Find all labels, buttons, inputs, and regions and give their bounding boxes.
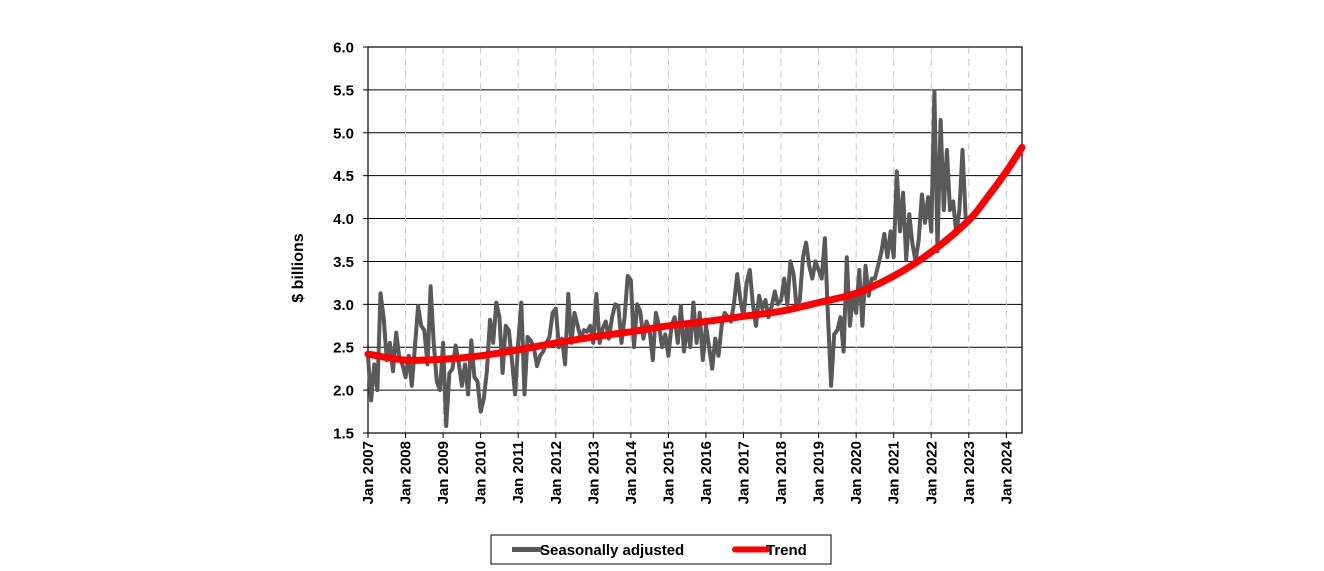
y-tick-label: 2.0 — [333, 383, 354, 400]
x-tick-label: Jan 2011 — [510, 441, 527, 504]
x-tick-label: Jan 2017 — [736, 441, 753, 504]
y-tick-label: 1.5 — [333, 426, 354, 443]
x-tick-label: Jan 2021 — [886, 441, 903, 504]
x-tick-label: Jan 2023 — [961, 441, 978, 504]
x-tick-label: Jan 2016 — [698, 441, 715, 504]
y-tick-label: 5.5 — [333, 82, 354, 99]
y-tick-label: 6.0 — [333, 40, 354, 57]
y-axis-title: $ billions — [290, 233, 307, 302]
x-tick-label: Jan 2007 — [360, 441, 377, 504]
legend: Seasonally adjusted Trend — [490, 534, 832, 565]
x-tick-label: Jan 2008 — [398, 441, 415, 504]
x-tick-label: Jan 2024 — [998, 440, 1015, 504]
y-tick-label: 2.5 — [333, 340, 354, 357]
y-tick-label: 4.5 — [333, 168, 354, 185]
x-tick-label: Jan 2015 — [660, 441, 677, 504]
legend-label-seasonally-adjusted: Seasonally adjusted — [540, 542, 684, 559]
x-tick-label: Jan 2010 — [473, 441, 490, 504]
x-tick-label: Jan 2019 — [811, 441, 828, 504]
y-tick-label: 3.5 — [333, 254, 354, 271]
legend-label-trend: Trend — [766, 542, 807, 559]
x-axis-ticks: Jan 2007 Jan 2008 Jan 2009 Jan 2010 Jan 2011… — [360, 433, 1015, 504]
legend-box — [490, 534, 832, 565]
x-tick-label: Jan 2012 — [548, 441, 565, 504]
y-tick-label: 4.0 — [333, 211, 354, 228]
x-tick-label: Jan 2020 — [848, 441, 865, 504]
x-tick-label: Jan 2009 — [435, 441, 452, 504]
series-group — [364, 89, 1026, 429]
y-tick-label: 3.0 — [333, 297, 354, 314]
y-tick-label: 5.0 — [333, 125, 354, 142]
x-tick-label: Jan 2018 — [773, 441, 790, 504]
x-tick-label: Jan 2013 — [585, 441, 602, 504]
plot-area-border — [367, 46, 1023, 434]
series-line-seasonally-adjusted — [366, 89, 968, 429]
x-tick-label: Jan 2014 — [623, 440, 640, 504]
x-tick-label: Jan 2022 — [923, 441, 940, 504]
y-axis-ticks: 1.5 2.0 2.5 3.0 3.5 4.0 4.5 5.0 5.5 6.0 — [333, 40, 368, 443]
series-line-trend — [364, 143, 1026, 364]
grid — [368, 47, 1022, 433]
